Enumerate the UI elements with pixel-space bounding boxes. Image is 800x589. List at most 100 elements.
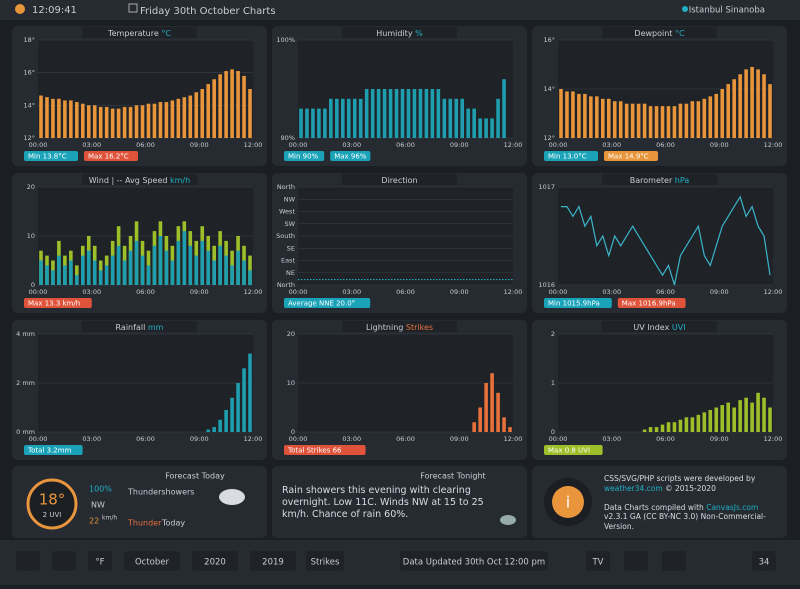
- year-button[interactable]: [192, 551, 238, 571]
- bar: [708, 96, 713, 138]
- strikes-label[interactable]: Strikes: [311, 558, 340, 568]
- panel: Direction North NE East SE South SW West NW North…: [272, 173, 527, 313]
- info-lib: CanvasJs.com: [706, 502, 759, 512]
- bar: [702, 98, 707, 138]
- bar: [726, 84, 730, 138]
- x-tick-label: 12:00: [244, 435, 263, 443]
- month-button[interactable]: [124, 551, 180, 571]
- bar: [601, 98, 605, 138]
- badge: [544, 151, 598, 161]
- y-tick-label: SE: [287, 244, 295, 252]
- bar: [768, 407, 772, 432]
- strikes-button[interactable]: [306, 551, 344, 571]
- bar: [636, 103, 641, 138]
- month-label[interactable]: October: [135, 558, 170, 568]
- panel-title: UV Index UVI: [633, 323, 685, 332]
- panel-title-text: UV Index: [633, 323, 669, 332]
- refresh-button[interactable]: [662, 551, 686, 571]
- x-tick-label: 00:00: [549, 288, 568, 296]
- bar: [648, 106, 653, 138]
- info-button[interactable]: [624, 551, 648, 571]
- year-label[interactable]: 2020: [204, 558, 226, 568]
- logo-button[interactable]: [752, 551, 776, 571]
- badge-text: Max 14.9°C: [608, 153, 649, 161]
- bar: [86, 105, 91, 138]
- info-glyph: i: [566, 493, 570, 512]
- location-icon: [682, 6, 688, 12]
- logo-label[interactable]: 34: [759, 558, 770, 568]
- bar: [170, 100, 175, 138]
- bar: [666, 106, 671, 138]
- y-tick-label: 12°: [23, 134, 35, 142]
- home-button[interactable]: [16, 551, 40, 571]
- bar: [370, 89, 375, 138]
- bar: [323, 108, 327, 138]
- bar: [69, 100, 73, 138]
- bar: [164, 250, 169, 285]
- badge: [544, 298, 612, 308]
- badge-text: Max 13.3 km/h: [28, 300, 80, 308]
- rain-chance: 100%: [89, 485, 112, 494]
- x-tick-label: 06:00: [136, 435, 155, 443]
- bar: [589, 96, 593, 138]
- tv-button[interactable]: [586, 551, 610, 571]
- bar: [660, 106, 665, 138]
- bar: [299, 108, 303, 138]
- bar: [248, 270, 252, 285]
- panel: Rainfall mm 0 mm 2 mm 4 mm 00:00 03:00 06:00 09…: [12, 320, 267, 460]
- theme-button[interactable]: [52, 551, 76, 571]
- bar: [188, 95, 193, 138]
- bar: [218, 419, 222, 432]
- bar: [577, 93, 581, 138]
- bar: [224, 71, 228, 138]
- bar: [418, 89, 423, 138]
- line: [560, 195, 771, 286]
- badge-text: Total 3.2mm: [27, 447, 72, 455]
- bar: [176, 98, 181, 138]
- bar: [618, 101, 623, 138]
- updated-button[interactable]: [400, 551, 548, 571]
- badge: [84, 151, 138, 161]
- units-label[interactable]: °F: [95, 558, 104, 568]
- y-tick-label: North: [277, 183, 295, 191]
- y-tick-label: 0 mm: [16, 428, 35, 436]
- year-button[interactable]: [250, 551, 296, 571]
- bar: [86, 250, 91, 285]
- x-tick-label: 09:00: [190, 141, 209, 149]
- year-label[interactable]: 2019: [262, 558, 284, 568]
- badge: [544, 445, 603, 455]
- x-tick-label: 12:00: [764, 288, 783, 296]
- location: Istanbul Sinanoba: [689, 6, 765, 16]
- bar: [732, 407, 736, 432]
- badge-text: Min 13.0°C: [548, 153, 587, 161]
- bar: [388, 89, 393, 138]
- bar: [230, 69, 234, 138]
- y-tick-label: 14°: [23, 101, 35, 109]
- wind-unit: km/h: [102, 515, 117, 522]
- bar: [648, 427, 653, 432]
- y-tick-label: SW: [284, 220, 295, 228]
- bar: [188, 245, 193, 285]
- bar: [39, 95, 43, 138]
- x-tick-label: 03:00: [342, 141, 361, 149]
- bar: [720, 405, 725, 432]
- updated-label[interactable]: Data Updated 30th Oct 12:00 pm: [403, 558, 545, 568]
- title-box: [82, 321, 197, 332]
- panel-title-text: Barometer: [630, 176, 673, 185]
- bar: [329, 98, 333, 138]
- title-box: [602, 174, 717, 185]
- bar: [496, 98, 500, 138]
- y-tick-label: 10: [27, 232, 35, 240]
- panel-title: Rainfall mm: [116, 323, 164, 332]
- bar: [317, 108, 321, 138]
- tv-label[interactable]: TV: [591, 558, 603, 568]
- x-tick-label: 00:00: [29, 435, 48, 443]
- bar: [466, 108, 470, 138]
- units-button[interactable]: [88, 551, 112, 571]
- bar: [230, 265, 234, 285]
- bar: [75, 275, 79, 285]
- forecast-tonight-title: Forecast Tonight: [420, 472, 485, 481]
- badge: [284, 445, 366, 455]
